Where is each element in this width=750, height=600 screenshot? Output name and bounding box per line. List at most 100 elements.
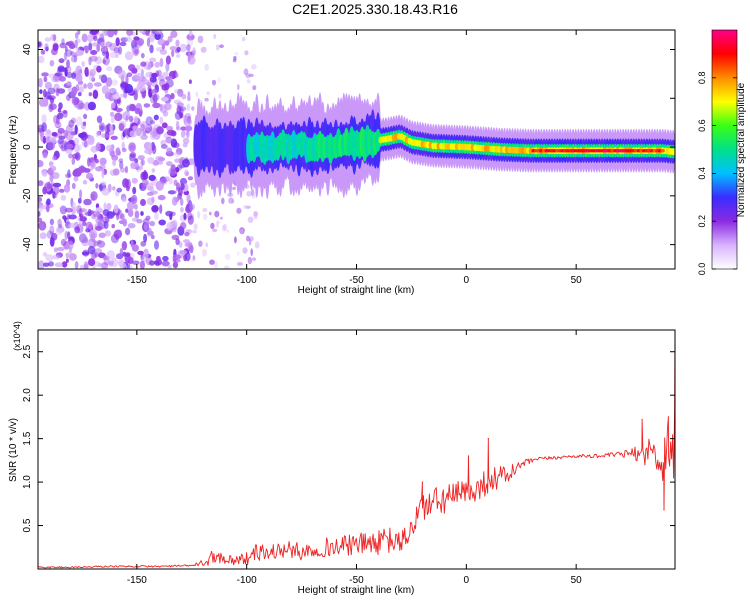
heatmap-noise-blob [164, 83, 170, 91]
heatmap-axes: -150 -100 -50 0 50 -40 -20 0 20 40 [22, 30, 675, 286]
heatmap-noise-blob [104, 230, 111, 237]
heatmap-noise-blob [209, 259, 215, 265]
heatmap-y-label: Frequency (Hz) [8, 116, 19, 185]
heatmap-noise-blob [105, 77, 113, 87]
heatmap-noise-blob [253, 210, 258, 217]
heatmap-noise-blob [252, 85, 257, 91]
heatmap-noise-blob [98, 122, 106, 132]
heatmap-noise-blob [250, 64, 257, 70]
heatmap-noise-blob [65, 252, 70, 259]
heatmap-noise-blob [192, 47, 196, 55]
heatmap-noise-blob [134, 73, 143, 80]
heatmap-noise-blob [59, 42, 67, 49]
heatmap-noise-blob [103, 221, 109, 230]
heatmap-noise-blob [180, 206, 184, 213]
heatmap-noise-blob [183, 117, 192, 127]
heatmap-noise-blob [204, 97, 209, 102]
heatmap-noise-blob [221, 197, 225, 205]
heatmap-noise-blob [186, 44, 191, 52]
heatmap-noise-blob [54, 72, 63, 77]
heatmap-noise-blob [49, 97, 55, 104]
heatmap-noise-blob [38, 217, 43, 223]
heatmap-noise-blob [149, 220, 156, 227]
colorbar-tick-label: 0.4 [697, 167, 707, 180]
heatmap-noise-blob [108, 262, 114, 268]
heatmap-noise-blob [155, 180, 164, 191]
heatmap-noise-blob [53, 40, 59, 45]
heatmap-noise-blob [143, 222, 149, 232]
heatmap-noise-blob [184, 232, 190, 237]
heatmap-noise-blob [58, 224, 63, 229]
snr-y-tick-label: 0.5 [22, 518, 33, 532]
colorbar-tick-label: 0.2 [697, 215, 707, 228]
heatmap-noise-blob [71, 182, 76, 190]
heatmap-noise-blob [74, 143, 80, 154]
heatmap-noise-blob [136, 167, 142, 173]
heatmap-noise-blob [42, 152, 48, 159]
heatmap-noise-blob [142, 92, 146, 99]
heatmap-noise-blob [108, 260, 114, 266]
heatmap-noise-blob [84, 45, 89, 54]
heatmap-noise-blob [78, 220, 83, 226]
heatmap-noise-blob [187, 215, 194, 225]
heatmap-noise-blob [175, 39, 180, 47]
heatmap-noise-blob [44, 91, 52, 100]
heatmap-noise-blob [64, 46, 68, 53]
heatmap-noise-blob [82, 179, 88, 185]
heatmap-noise-blob [128, 115, 134, 123]
heatmap-noise-blob [114, 107, 123, 112]
heatmap-x-tick-label: -150 [127, 275, 147, 286]
heatmap-noise-blob [160, 96, 169, 102]
heatmap-noise-blob [87, 33, 94, 43]
heatmap-noise-blob [191, 106, 195, 111]
heatmap-noise-blob [134, 107, 141, 115]
heatmap-noise-blob [178, 187, 183, 196]
heatmap-noise-blob [190, 213, 194, 220]
heatmap-noise-blob [165, 175, 170, 180]
heatmap-noise-blob [115, 53, 119, 59]
heatmap-noise-blob [68, 153, 73, 159]
heatmap-noise-blob [185, 171, 190, 177]
heatmap-noise-blob [234, 51, 239, 56]
heatmap-noise-blob [51, 156, 57, 161]
heatmap-noise-blob [111, 224, 115, 229]
snr-y-tick-label: 2.5 [22, 344, 33, 358]
colorbar-strip [711, 29, 738, 270]
heatmap-noise-blob [161, 260, 170, 267]
heatmap-noise-blob [93, 35, 98, 42]
heatmap-noise-blob [176, 182, 181, 190]
heatmap-noise-blob [140, 134, 148, 140]
heatmap-noise-blob [99, 157, 107, 166]
heatmap-noise-blob [60, 194, 67, 201]
heatmap-noise-blob [81, 61, 86, 67]
heatmap-noise-blob [183, 239, 190, 244]
heatmap-noise-blob [209, 211, 212, 216]
heatmap-noise-blob [179, 43, 188, 53]
heatmap-noise-blob [152, 102, 161, 109]
heatmap-noise-blob [244, 50, 249, 56]
heatmap-noise-blob [224, 253, 231, 261]
heatmap-noise-blob [175, 72, 179, 78]
heatmap-noise-blob [116, 187, 123, 193]
heatmap-noise-blob [66, 143, 74, 149]
heatmap-noise-blob [76, 205, 82, 214]
heatmap-noise-blob [186, 194, 191, 204]
heatmap-noise-blob [108, 88, 113, 94]
heatmap-noise-blob [127, 260, 130, 269]
heatmap-noise-blob [198, 240, 203, 247]
heatmap-noise-blob [99, 125, 104, 131]
heatmap-noise-blob [118, 69, 126, 80]
heatmap-noise-blob [49, 236, 55, 247]
heatmap-noise-blob [90, 145, 99, 153]
heatmap-noise-blob [157, 194, 166, 201]
heatmap-noise-blob [63, 51, 68, 61]
heatmap-noise-blob [159, 79, 166, 88]
heatmap-noise-blob [75, 38, 81, 43]
heatmap-noise-blob [182, 142, 188, 148]
heatmap-noise-blob [251, 191, 257, 199]
heatmap-noise-blob [38, 196, 43, 203]
heatmap-noise-blob [147, 157, 155, 164]
heatmap-noise-blob [112, 91, 120, 100]
snr-spike-point [667, 416, 670, 418]
heatmap-noise-blob [170, 30, 178, 38]
